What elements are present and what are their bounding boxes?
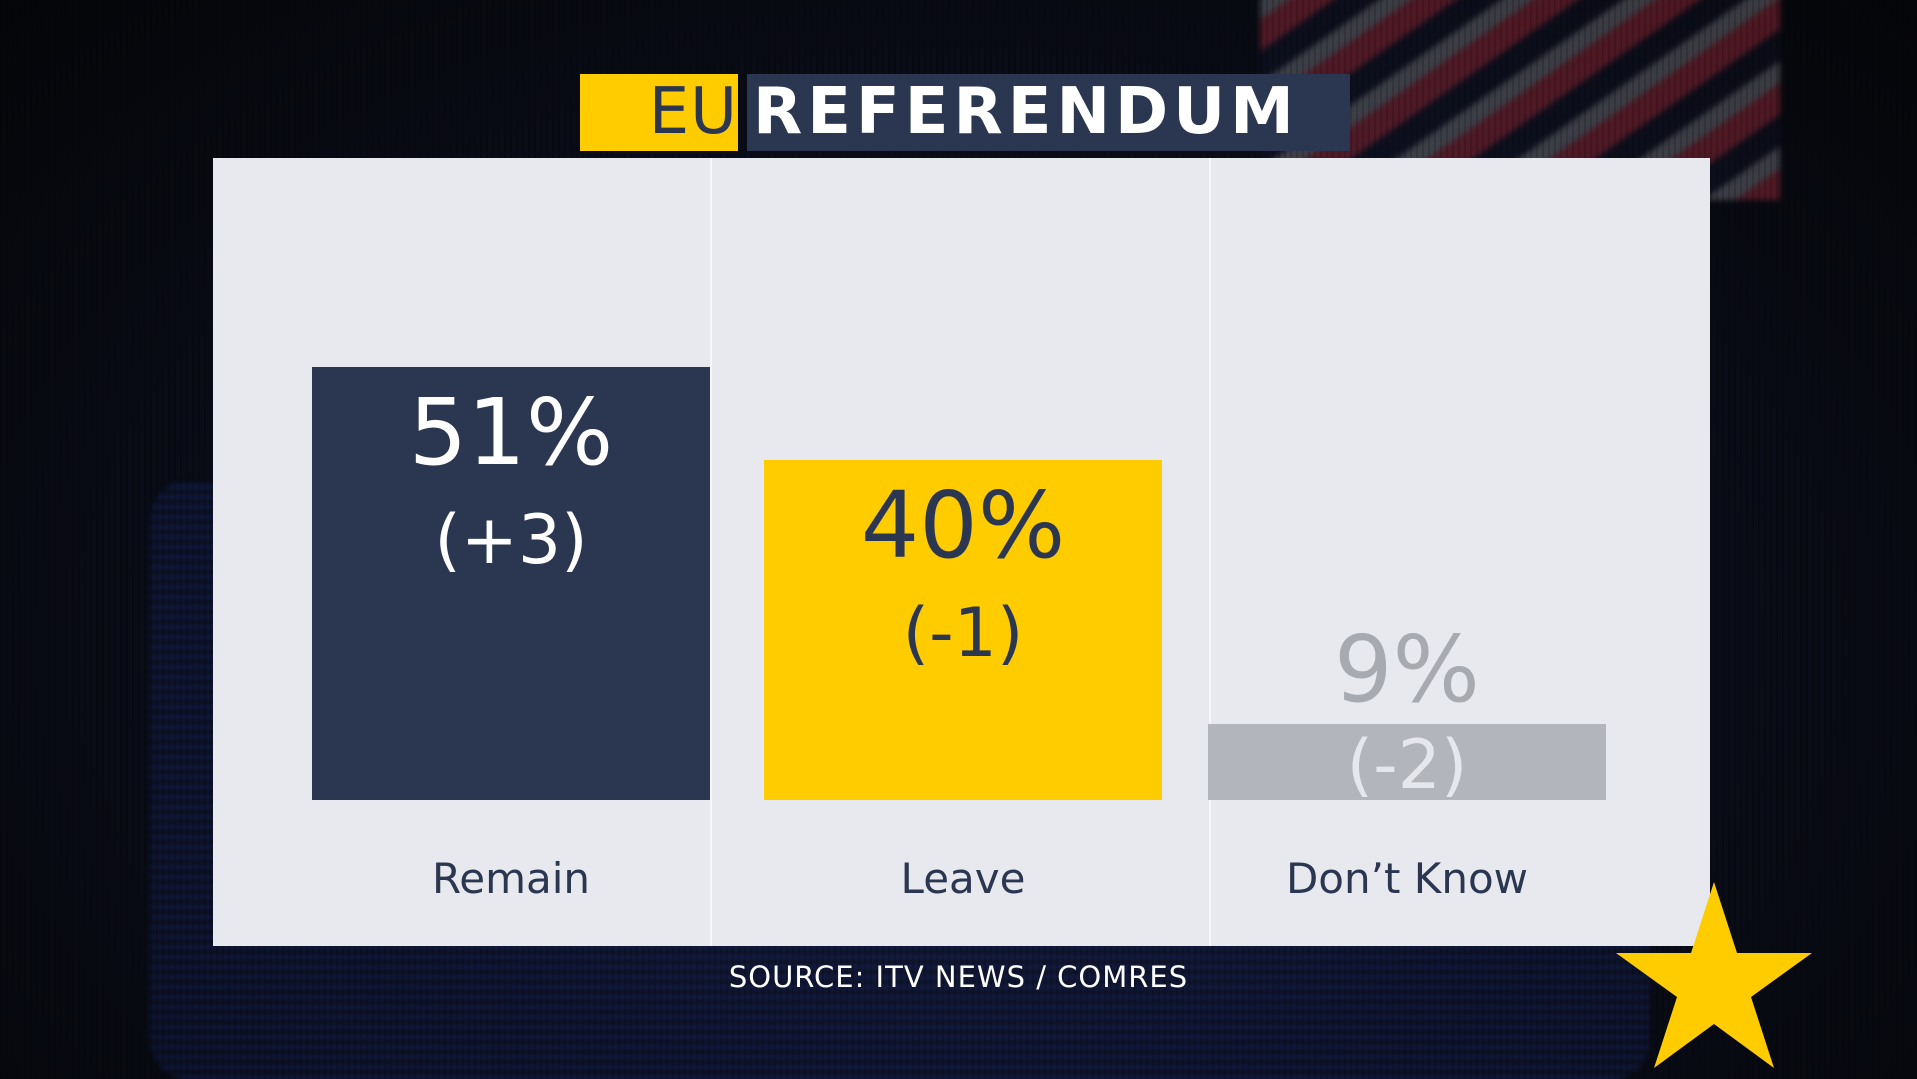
title-referendum-label: REFERENDUM — [747, 74, 1350, 151]
bar-1 — [764, 460, 1162, 800]
star-icon — [1616, 882, 1812, 1068]
bar-value-label: 40% — [860, 472, 1066, 579]
bar-value-label: 51% — [408, 378, 614, 486]
star-icon-shape — [1616, 882, 1812, 1068]
category-label: Remain — [431, 854, 591, 903]
bar-0 — [312, 366, 710, 800]
bar-change-label: (-1) — [902, 594, 1024, 673]
category-label: Don’t Know — [1285, 854, 1529, 903]
column-divider — [710, 158, 712, 946]
chart-panel: 51% (+3) Remain 40% (-1) Leave 9% (-2) Don’t Kno… — [213, 158, 1710, 946]
category-label: Leave — [900, 854, 1026, 903]
bar-change-label: (-2) — [1346, 725, 1468, 805]
title-eu-label: EU — [580, 74, 738, 151]
chart-title: EU REFERENDUM — [580, 74, 1350, 151]
bar-2 — [1208, 723, 1606, 800]
source-credit: SOURCE: ITV NEWS / COMRES — [728, 960, 1189, 994]
column-divider — [1209, 158, 1211, 946]
bar-value-label: 9% — [1334, 615, 1480, 723]
bar-change-label: (+3) — [434, 500, 588, 580]
